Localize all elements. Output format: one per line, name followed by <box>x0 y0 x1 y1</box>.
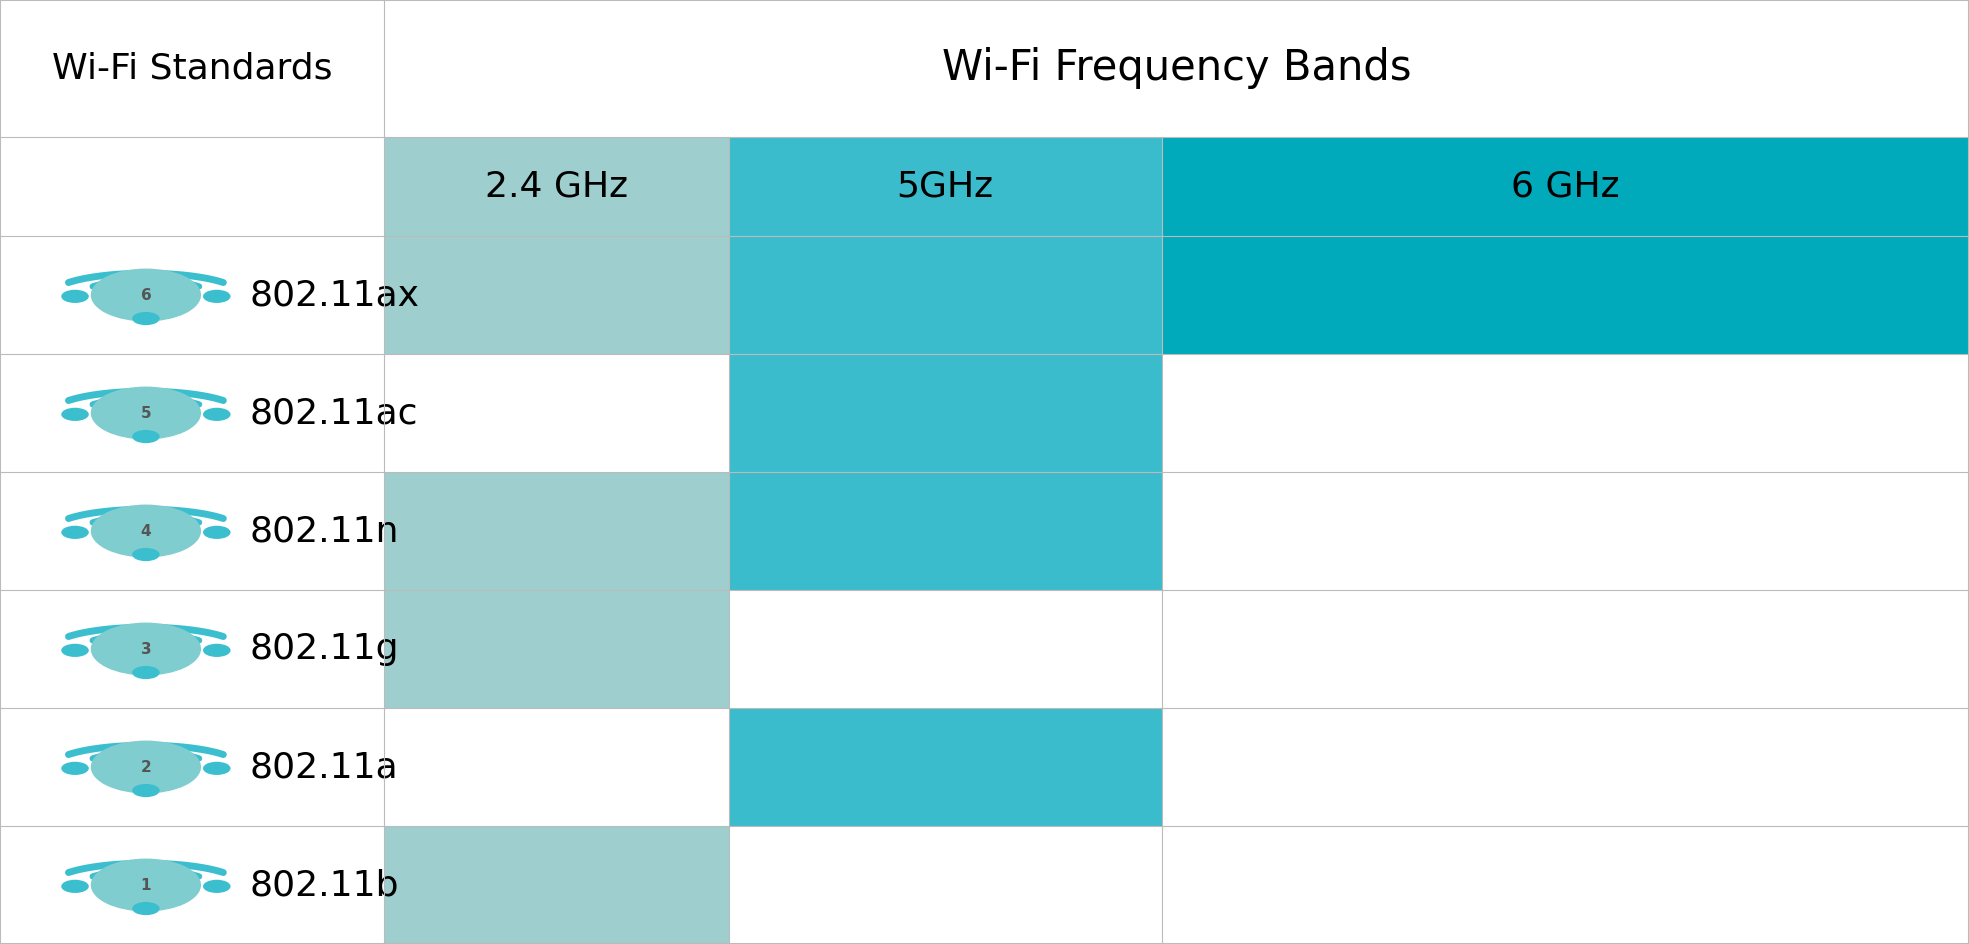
Text: 802.11b: 802.11b <box>250 868 400 902</box>
Bar <box>729 708 1162 826</box>
Bar <box>729 236 1162 354</box>
Text: 6 GHz: 6 GHz <box>1510 169 1620 204</box>
Circle shape <box>203 762 230 775</box>
Circle shape <box>132 902 159 915</box>
Bar <box>1162 354 1969 472</box>
Text: 802.11a: 802.11a <box>250 750 398 784</box>
Bar <box>384 826 729 944</box>
Bar <box>729 137 1162 236</box>
Text: 1: 1 <box>140 878 152 892</box>
Circle shape <box>132 312 159 325</box>
Circle shape <box>91 859 201 912</box>
Bar <box>0 826 384 944</box>
Bar <box>384 354 729 472</box>
Text: 5: 5 <box>140 406 152 420</box>
Text: 802.11ac: 802.11ac <box>250 396 417 430</box>
Circle shape <box>61 880 89 893</box>
Circle shape <box>61 526 89 539</box>
Bar <box>729 472 1162 590</box>
Bar <box>1162 590 1969 708</box>
Bar <box>1162 137 1969 236</box>
Text: 802.11g: 802.11g <box>250 632 400 666</box>
Text: 2.4 GHz: 2.4 GHz <box>484 169 628 204</box>
Text: 6: 6 <box>140 288 152 302</box>
Bar <box>384 708 729 826</box>
Bar <box>1162 236 1969 354</box>
Bar <box>1162 826 1969 944</box>
Bar <box>1162 472 1969 590</box>
Bar <box>384 472 729 590</box>
Circle shape <box>91 623 201 676</box>
Bar <box>0 708 384 826</box>
Circle shape <box>203 408 230 421</box>
Text: 2: 2 <box>140 760 152 774</box>
Circle shape <box>61 408 89 421</box>
Circle shape <box>203 644 230 657</box>
Text: Wi-Fi Frequency Bands: Wi-Fi Frequency Bands <box>941 47 1412 90</box>
Circle shape <box>132 666 159 679</box>
Circle shape <box>91 268 201 321</box>
Text: 4: 4 <box>140 524 152 538</box>
Bar <box>384 236 729 354</box>
Circle shape <box>203 290 230 303</box>
Circle shape <box>61 762 89 775</box>
Bar <box>729 354 1162 472</box>
Bar <box>729 590 1162 708</box>
Text: 802.11ax: 802.11ax <box>250 278 419 312</box>
Text: 802.11n: 802.11n <box>250 514 400 548</box>
Bar <box>0 472 384 590</box>
Bar <box>729 826 1162 944</box>
Circle shape <box>91 504 201 557</box>
Circle shape <box>61 644 89 657</box>
Circle shape <box>203 880 230 893</box>
Bar <box>0 236 384 354</box>
Circle shape <box>132 430 159 443</box>
Bar <box>384 590 729 708</box>
Circle shape <box>61 290 89 303</box>
Circle shape <box>132 548 159 561</box>
Circle shape <box>91 740 201 793</box>
Text: Wi-Fi Standards: Wi-Fi Standards <box>51 51 333 86</box>
Text: 3: 3 <box>140 642 152 656</box>
Circle shape <box>91 387 201 440</box>
Bar <box>384 137 729 236</box>
Bar <box>1162 708 1969 826</box>
Bar <box>0 354 384 472</box>
Circle shape <box>203 526 230 539</box>
Circle shape <box>132 784 159 797</box>
Bar <box>0 590 384 708</box>
Text: 5GHz: 5GHz <box>896 169 994 204</box>
